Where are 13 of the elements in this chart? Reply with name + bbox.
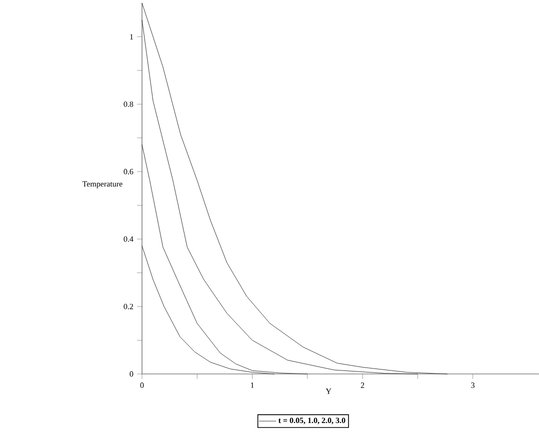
x-tick-label: 2	[360, 382, 364, 388]
x-axis-title: Y	[326, 388, 332, 394]
legend-label: t = 0.05, 1.0, 2.0, 3.0	[278, 418, 346, 424]
x-tick-label: 3	[471, 382, 475, 388]
y-tick-label: 0.6	[124, 168, 134, 174]
y-tick-label: 1	[130, 34, 133, 40]
x-tick-label: 0	[140, 382, 144, 388]
y-tick-label: 0	[130, 371, 134, 377]
y-axis-title: Temperature	[82, 181, 122, 188]
x-tick-label: 1	[250, 382, 254, 388]
y-tick-label: 0.2	[124, 304, 134, 310]
y-tick-label: 0.8	[124, 101, 134, 107]
y-tick-label: 0.4	[124, 236, 134, 242]
